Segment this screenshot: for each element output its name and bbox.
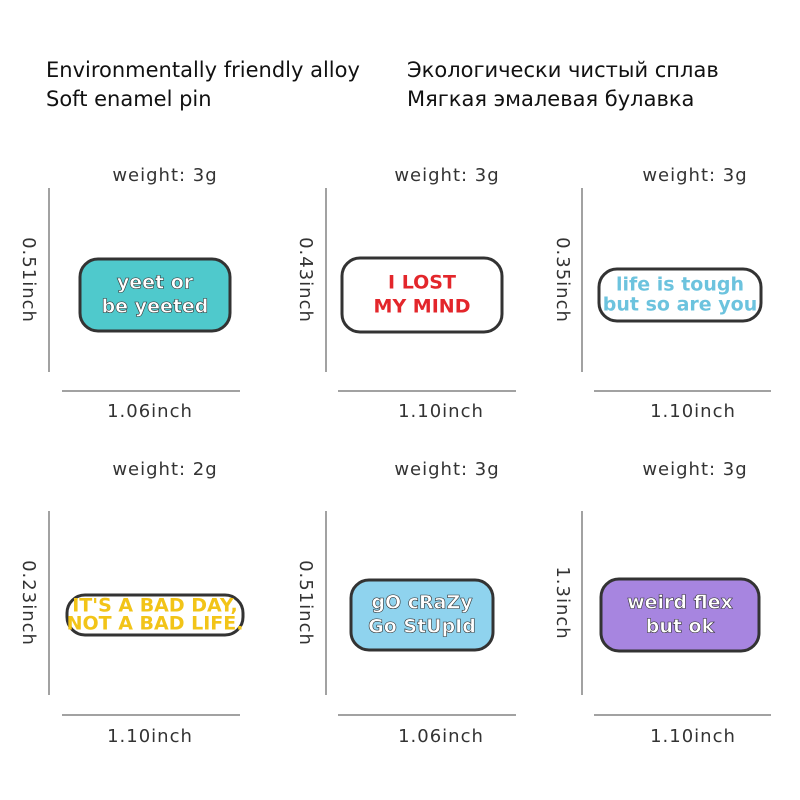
width-label: 1.10inch <box>650 726 736 747</box>
pin-body <box>78 257 232 333</box>
pin-text: IT'S A BAD DAY, <box>72 595 238 617</box>
width-label: 1.06inch <box>398 726 484 747</box>
width-label: 1.10inch <box>650 401 736 422</box>
header-line: Мягкая эмалевая булавка <box>407 87 694 111</box>
width-label: 1.10inch <box>398 401 484 422</box>
weight-label: weight: 3g <box>112 165 217 186</box>
pin-text: yeet or <box>117 272 194 294</box>
pin-text: be yeeted <box>102 296 209 318</box>
height-label: 0.51inch <box>18 237 39 323</box>
pin-text: MY MIND <box>374 296 471 318</box>
weight-label: weight: 3g <box>642 459 747 480</box>
pin-text: life is tough <box>616 274 744 296</box>
width-label: 1.10inch <box>107 726 193 747</box>
pin-text: NOT A BAD LIFE. <box>67 613 244 635</box>
header-line: Soft enamel pin <box>46 87 212 111</box>
pin-text: but so are you <box>603 294 757 316</box>
weight-label: weight: 3g <box>394 459 499 480</box>
pin-body <box>65 593 245 637</box>
header-line: Environmentally friendly alloy <box>46 58 360 82</box>
pin-body <box>349 578 495 652</box>
pin-body <box>599 577 761 653</box>
pin-text: I LOST <box>388 272 456 294</box>
height-label: 1.3inch <box>552 566 573 639</box>
weight-label: weight: 3g <box>642 165 747 186</box>
weight-label: weight: 2g <box>112 459 217 480</box>
weight-label: weight: 3g <box>394 165 499 186</box>
height-label: 0.51inch <box>295 560 316 646</box>
pin-text: gO cRaZy <box>371 592 473 614</box>
pin-text: weird flex <box>627 592 733 614</box>
height-label: 0.23inch <box>18 560 39 646</box>
height-label: 0.43inch <box>295 237 316 323</box>
width-label: 1.06inch <box>107 401 193 422</box>
pin-text: but ok <box>646 616 715 638</box>
pin-body <box>597 267 763 323</box>
header-line: Экологически чистый сплав <box>407 58 719 82</box>
height-label: 0.35inch <box>552 237 573 323</box>
pin-text: Go StUpId <box>368 616 476 638</box>
pin-body <box>340 256 504 334</box>
